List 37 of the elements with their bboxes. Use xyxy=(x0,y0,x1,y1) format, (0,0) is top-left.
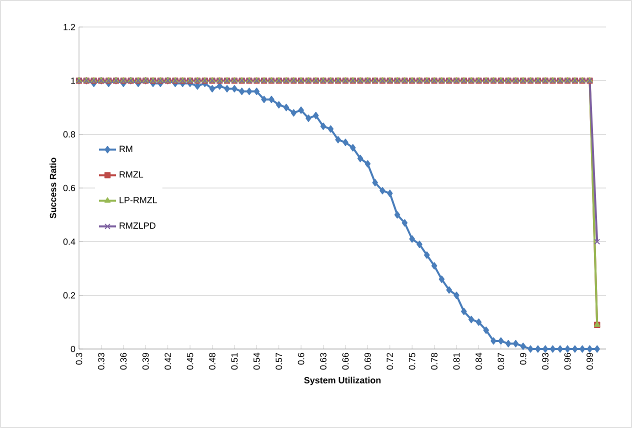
x-tick-label: 0.84 xyxy=(476,352,482,370)
x-tick-label: 0.42 xyxy=(164,352,172,370)
x-tick-label: 0.54 xyxy=(253,352,260,370)
legend-label: RMZLPD xyxy=(120,222,156,229)
x-tick-label: 0.75 xyxy=(408,352,416,370)
y-tick-label: 0 xyxy=(70,346,76,352)
y-axis-title: Success Ratio xyxy=(50,158,56,218)
y-tick-label: 1 xyxy=(71,78,76,84)
x-tick-label: 0.63 xyxy=(320,352,326,370)
x-tick-label: 0.33 xyxy=(98,352,104,370)
x-tick-label: 0.99 xyxy=(586,352,593,370)
legend-label: RMZL xyxy=(120,171,144,178)
x-tick-label: 0.39 xyxy=(142,352,149,370)
x-tick-label: 0.69 xyxy=(364,352,371,370)
x-tick-label: 0.96 xyxy=(564,352,571,370)
x-tick-label: 0.87 xyxy=(498,352,504,370)
x-tick-label: 0.6 xyxy=(298,352,304,365)
x-tick-label: 0.72 xyxy=(386,352,394,370)
x-tick-label: 0.45 xyxy=(186,352,194,370)
x-tick-label: 0.81 xyxy=(453,352,460,370)
x-tick-label: 0.78 xyxy=(431,352,438,370)
x-tick-label: 0.66 xyxy=(342,352,349,370)
x-tick-label: 0.93 xyxy=(542,352,549,370)
x-tick-label: 0.51 xyxy=(231,352,238,370)
y-tick-label: 0.8 xyxy=(63,131,76,138)
x-tick-label: 0.57 xyxy=(276,352,282,370)
x-tick-label: 0.3 xyxy=(76,352,82,365)
x-tick-label: 0.48 xyxy=(209,352,216,370)
y-tick-label: 0.4 xyxy=(63,238,76,245)
x-tick-label: 0.9 xyxy=(520,352,526,365)
x-tick-label: 0.36 xyxy=(120,352,127,370)
legend-label: RM xyxy=(120,146,132,152)
legend-label: LP-RMZL xyxy=(120,196,158,204)
y-tick-label: 0.2 xyxy=(63,292,76,299)
y-tick-label: 1.2 xyxy=(64,24,76,30)
x-axis-title: System Utilization xyxy=(304,376,381,386)
y-tick-label: 0.6 xyxy=(63,184,76,192)
